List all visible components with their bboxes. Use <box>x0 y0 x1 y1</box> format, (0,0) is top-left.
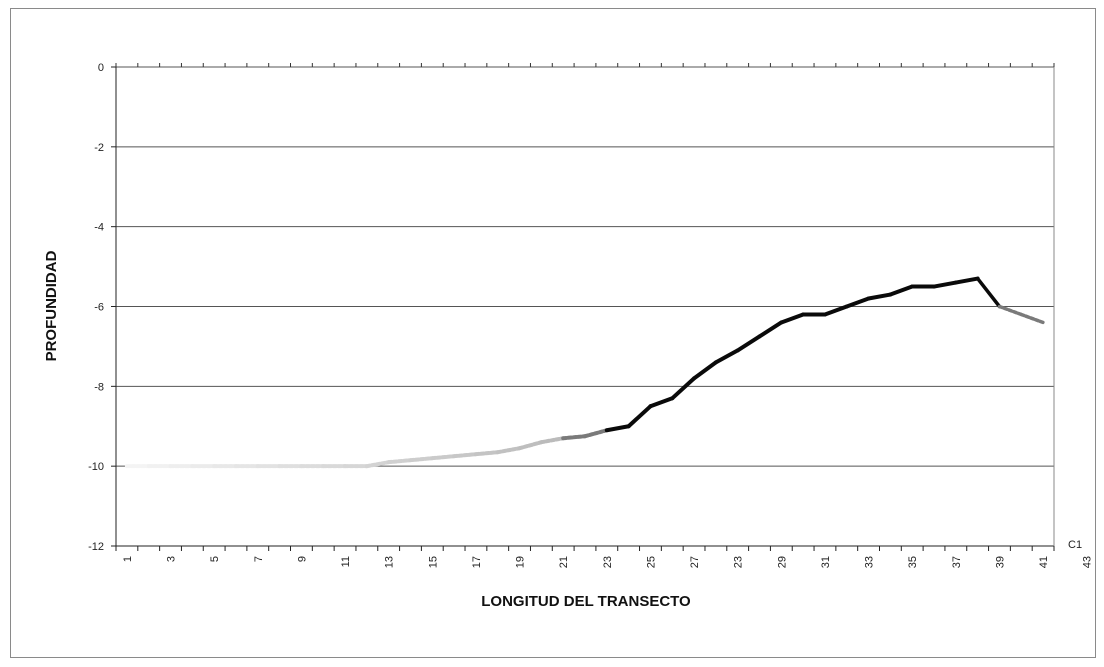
x-tick-label: 23 <box>733 556 745 568</box>
series-segment <box>888 284 915 297</box>
series-segment <box>844 296 871 309</box>
series-segment <box>539 436 566 445</box>
x-tick-label: 33 <box>864 556 876 568</box>
x-tick-label: 1 <box>122 556 134 562</box>
y-tick-label: -6 <box>94 302 104 314</box>
x-tick-label: 23 <box>602 556 614 568</box>
x-tick-label: 29 <box>776 556 788 568</box>
series-segment <box>473 450 500 457</box>
series-segment <box>735 334 762 353</box>
series-segment <box>670 376 697 401</box>
x-tick-label: 13 <box>384 556 396 568</box>
series-segment <box>757 320 784 339</box>
y-tick-label: -8 <box>94 381 104 393</box>
y-tick-label: -12 <box>88 541 104 553</box>
x-axis-title: LONGITUD DEL TRANSECTO <box>481 593 691 610</box>
x-tick-label: 17 <box>471 556 483 568</box>
x-tick-label: 3 <box>166 556 178 562</box>
x-tick-label: 11 <box>340 556 352 567</box>
y-tick-label: -4 <box>94 222 104 234</box>
y-axis-title: PROFUNDIDAD <box>43 250 60 361</box>
x-tick-label: 5 <box>209 556 221 562</box>
x-tick-label: 9 <box>296 556 308 562</box>
series-segment <box>430 454 457 461</box>
series-segment <box>975 276 1002 309</box>
series-segment <box>583 428 609 439</box>
x-tick-label: 37 <box>951 556 963 568</box>
x-tick-label: 7 <box>253 556 265 562</box>
series-segment <box>604 424 631 433</box>
series-segment <box>517 440 544 451</box>
x-tick-label: 39 <box>994 556 1006 568</box>
series-segment <box>364 460 391 469</box>
series-segment <box>953 276 980 285</box>
series-segment <box>866 292 893 301</box>
series-segment <box>648 396 675 409</box>
series-segment <box>692 360 718 381</box>
x-tick-label: 27 <box>689 556 701 568</box>
x-tick-label: 21 <box>558 556 570 568</box>
x-tick-label: 15 <box>427 556 439 568</box>
series-segment <box>386 458 413 465</box>
series-segment <box>626 404 653 429</box>
series-segment <box>1019 312 1045 325</box>
y-tick-label: -2 <box>94 142 104 154</box>
series-segment <box>495 446 522 455</box>
x-tick-label: 41 <box>1038 556 1050 568</box>
series-segment <box>997 304 1024 317</box>
series-segment <box>932 280 958 289</box>
x-tick-label: 31 <box>820 556 832 568</box>
y-tick-label: 0 <box>98 62 104 74</box>
x-tick-label: 43 <box>1082 556 1094 568</box>
y-tick-label: -10 <box>88 461 104 473</box>
x-tick-label: 25 <box>645 556 657 568</box>
legend-label: C1 <box>1068 539 1082 551</box>
series-segment <box>713 348 740 365</box>
series-segment <box>452 452 478 459</box>
series-segment <box>822 304 849 317</box>
series-c1 <box>124 276 1045 469</box>
y-axis-ticks: 0 -2 -4 -6 -8 -10 -12 <box>88 62 116 553</box>
series-segment <box>408 456 435 463</box>
x-tick-label: 35 <box>907 556 919 568</box>
x-tick-label: 19 <box>515 556 527 568</box>
series-segment <box>561 434 587 441</box>
x-axis-ticks: 1 3 5 7 9 11 13 15 17 19 21 23 25 27 23 29 31 33 35 37 39 41 4… <box>115 63 1094 568</box>
series-segment <box>779 312 806 325</box>
